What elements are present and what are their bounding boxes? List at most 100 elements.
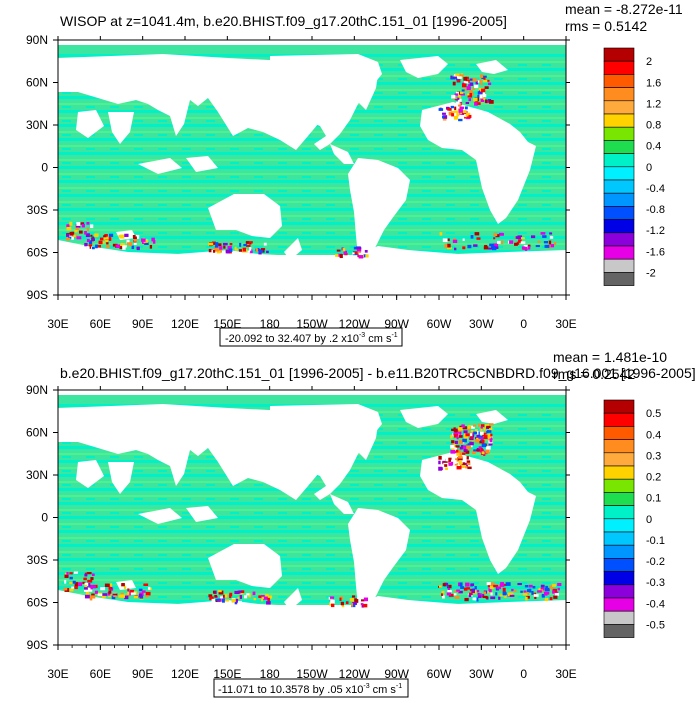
anomaly-cell (463, 81, 469, 84)
anomaly-cell (86, 572, 92, 575)
anomaly-cell (468, 98, 472, 102)
anomaly-cell (445, 467, 448, 471)
anomaly-cell (509, 240, 514, 244)
colorbar-swatch (603, 206, 635, 220)
colorbar-swatch (603, 192, 635, 207)
colorbar-label: -0.8 (646, 204, 665, 216)
anomaly-cell (102, 241, 105, 244)
anomaly-cell (64, 572, 68, 576)
anomaly-cell (134, 239, 138, 242)
anomaly-cell (112, 593, 118, 596)
anomaly-cell (352, 252, 355, 255)
anomaly-cell (124, 233, 129, 237)
anomaly-cell (483, 77, 486, 81)
colorbar-swatch (603, 505, 635, 520)
anomaly-cell (106, 245, 110, 248)
anomaly-cell (488, 423, 494, 426)
anomaly-cell (108, 233, 114, 237)
anomaly-cell (476, 237, 481, 240)
anomaly-cell (463, 445, 467, 449)
colorbar-swatch (603, 258, 635, 273)
anomaly-cell (104, 583, 110, 588)
anomaly-cell (464, 113, 467, 118)
anomaly-cell (138, 594, 143, 598)
anomaly-cell (479, 90, 483, 94)
anomaly-cell (69, 581, 73, 585)
anomaly-cell (234, 590, 240, 595)
anomaly-cell (261, 596, 264, 600)
anomaly-cell (483, 427, 486, 431)
anomaly-cell (521, 246, 526, 250)
anomaly-cell (486, 582, 491, 586)
anomaly-cell (133, 236, 137, 240)
anomaly-cell (267, 595, 273, 599)
anomaly-cell (352, 602, 357, 605)
anomaly-cell (339, 597, 342, 601)
anomaly-cell (456, 589, 460, 592)
anomaly-cell (361, 604, 365, 608)
anomaly-cell (258, 251, 262, 255)
anomaly-cell (549, 244, 555, 248)
anomaly-cell (478, 593, 482, 597)
panel-1-rms: rms = 0.5142 (565, 18, 647, 34)
anomaly-cell (76, 236, 82, 240)
anomaly-cell (213, 247, 219, 252)
anomaly-cell (242, 247, 247, 252)
svg-text:-11.071 to 10.3578 by .05 x10-: -11.071 to 10.3578 by .05 x10-3 cm s-1 (218, 683, 402, 696)
anomaly-cell (209, 596, 214, 601)
anomaly-cell (487, 433, 491, 438)
anomaly-cell (469, 82, 474, 86)
anomaly-cell (456, 466, 462, 470)
anomaly-cell (451, 428, 455, 432)
anomaly-cell (552, 584, 557, 587)
y-tick-label: 0 (41, 511, 48, 525)
anomaly-cell (453, 593, 457, 596)
x-tick-label: 0 (520, 317, 527, 331)
anomaly-cell (452, 239, 458, 244)
anomaly-cell (452, 445, 458, 449)
anomaly-cell (552, 588, 558, 593)
anomaly-cell (74, 582, 79, 587)
anomaly-cell (121, 242, 124, 246)
colorbar-label: -0.4 (646, 183, 665, 195)
anomaly-cell (86, 221, 90, 225)
anomaly-cell (479, 440, 484, 444)
anomaly-cell (481, 88, 486, 93)
anomaly-cell (507, 592, 513, 597)
anomaly-cell (145, 591, 151, 596)
anomaly-cell (90, 595, 95, 599)
colorbar-swatch (603, 558, 635, 572)
anomaly-cell (471, 589, 475, 594)
anomaly-cell (216, 250, 221, 254)
anomaly-cell (127, 588, 130, 592)
anomaly-cell (480, 74, 484, 78)
anomaly-cell (245, 241, 250, 244)
anomaly-cell (266, 601, 271, 605)
anomaly-cell (451, 440, 455, 444)
anomaly-cell (364, 249, 368, 253)
anomaly-cell (84, 589, 88, 592)
anomaly-cell (485, 446, 491, 450)
anomaly-cell (127, 242, 132, 246)
anomaly-cell (557, 587, 560, 591)
anomaly-cell (455, 458, 460, 462)
anomaly-cell (66, 572, 69, 576)
anomaly-cell (452, 81, 456, 86)
panel-2-mean: mean = 1.481e-10 (553, 349, 667, 365)
anomaly-cell (108, 594, 112, 598)
anomaly-cell (474, 586, 477, 590)
anomaly-cell (488, 247, 493, 250)
y-tick-label: 60S (27, 596, 48, 610)
anomaly-cell (447, 108, 451, 111)
anomaly-cell (442, 583, 446, 587)
anomaly-cell (459, 431, 462, 435)
anomaly-cell (121, 583, 125, 587)
panel-1-colorbar: 2 1.6 1.2 0.8 0.4 0 -0.4 -0.8 -1.2 -1.6 -2 (603, 47, 665, 286)
anomaly-cell (469, 441, 474, 446)
anomaly-cell (527, 244, 531, 248)
anomaly-cell (483, 97, 486, 100)
x-tick-label: 30E (555, 317, 576, 331)
panel-2-x-axis: 30E 60E 90E 120E 150E 180 150W 120W 90W 60W 30W 0 30… (47, 386, 577, 681)
anomaly-cell (461, 464, 467, 468)
anomaly-cell (454, 247, 457, 251)
